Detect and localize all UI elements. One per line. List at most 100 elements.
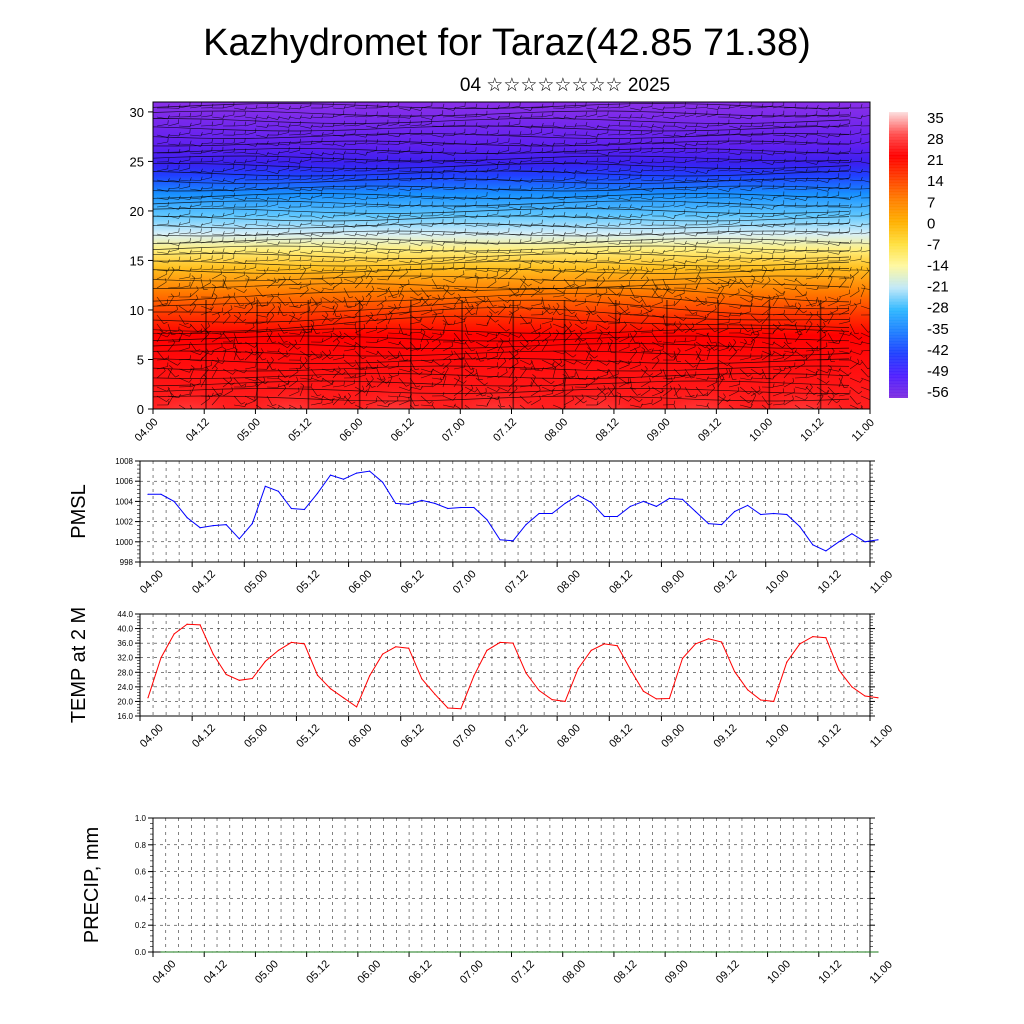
- wind-barb: [255, 273, 266, 280]
- wind-barb: [530, 377, 539, 387]
- wind-barb: [695, 404, 707, 407]
- isotherm: [153, 253, 850, 259]
- wind-barb-flag: [384, 296, 387, 300]
- wind-barb: [266, 315, 275, 325]
- wind-barb: [156, 370, 166, 379]
- wind-barb-flag: [532, 374, 536, 378]
- wind-barb: [288, 161, 300, 164]
- wind-barb: [640, 305, 651, 313]
- wind-barb: [299, 269, 307, 280]
- wind-barb-flag: [739, 124, 742, 129]
- wind-barb: [530, 240, 542, 244]
- wind-barb-flag: [366, 383, 371, 387]
- wind-barb: [563, 350, 574, 358]
- wind-barb: [442, 259, 454, 262]
- wind-barb-flag: [735, 349, 740, 352]
- wind-barb: [244, 116, 256, 119]
- wind-barb: [365, 315, 374, 325]
- wind-barb-flag: [505, 368, 508, 373]
- wind-barb-flag: [703, 393, 707, 396]
- wind-barb: [761, 395, 769, 406]
- wind-barb: [541, 404, 545, 409]
- wind-barb: [574, 186, 586, 190]
- wind-barb: [387, 116, 400, 119]
- wind-barb: [387, 258, 399, 262]
- wind-barb-flag: [310, 320, 315, 323]
- wind-barb: [739, 116, 751, 120]
- wind-barb: [750, 386, 760, 395]
- wind-barb: [321, 402, 333, 406]
- wind-barb: [156, 302, 168, 307]
- wind-barb: [629, 249, 641, 253]
- wind-barb-flag: [529, 306, 533, 311]
- wind-barb: [794, 188, 807, 191]
- series-point: [629, 505, 631, 507]
- wind-barb: [200, 369, 209, 379]
- wind-barb-flag: [430, 335, 434, 339]
- wind-barb-flag: [395, 356, 400, 359]
- wind-barb: [200, 231, 212, 235]
- wind-barb: [288, 391, 300, 397]
- wind-barb: [244, 169, 256, 172]
- wind-barb: [717, 123, 729, 127]
- wind-barb-flag: [860, 266, 863, 271]
- wind-barb-flag: [189, 112, 192, 117]
- wind-barb: [629, 305, 641, 308]
- wind-barb: [310, 242, 322, 246]
- wind-barb: [332, 143, 344, 147]
- wind-barb-flag: [354, 223, 357, 228]
- wind-barb-flag: [739, 158, 742, 163]
- wind-barb-flag: [442, 183, 444, 188]
- wind-barb: [288, 268, 300, 271]
- wind-barb-flag: [809, 383, 813, 388]
- wind-barb: [739, 305, 752, 308]
- wind-barb: [288, 134, 301, 136]
- wind-barb: [750, 241, 762, 244]
- wind-barb-flag: [706, 266, 709, 271]
- wind-barb: [750, 389, 761, 397]
- wind-barb: [156, 386, 168, 392]
- wind-barb-flag: [420, 228, 422, 233]
- wind-barb: [783, 278, 795, 282]
- wind-barb: [706, 215, 719, 218]
- wind-barb: [827, 269, 835, 280]
- wind-barb: [266, 332, 273, 343]
- wind-barb-flag: [211, 138, 213, 143]
- wind-barb: [794, 250, 806, 253]
- wind-barb: [277, 213, 289, 217]
- wind-barb: [772, 224, 784, 227]
- heatmap-y-tick-label: 25: [130, 154, 144, 169]
- wind-barb: [266, 297, 274, 307]
- wind-barb-flag: [363, 345, 368, 349]
- wind-barb: [849, 341, 861, 345]
- wind-barb: [838, 368, 849, 376]
- wind-barb: [827, 222, 839, 226]
- wind-barb: [178, 251, 190, 254]
- wind-barb-flag: [321, 203, 324, 208]
- wind-barb-flag: [442, 147, 444, 152]
- wind-barb-flag: [507, 388, 511, 392]
- wind-barb: [684, 143, 696, 146]
- wind-barb: [827, 115, 839, 118]
- wind-barb-flag: [189, 237, 191, 242]
- wind-barb-flag: [751, 338, 755, 341]
- series-point: [525, 524, 527, 526]
- wind-barb-flag: [189, 249, 192, 254]
- wind-barb: [156, 251, 168, 254]
- wind-barb: [453, 377, 461, 388]
- wind-barb: [629, 177, 641, 181]
- wind-barb: [398, 188, 410, 191]
- wind-barb: [332, 341, 340, 352]
- wind-barb: [354, 205, 366, 208]
- wind-barb: [684, 242, 696, 246]
- wind-barb: [706, 268, 718, 271]
- wind-barb: [684, 125, 697, 127]
- wind-barb-flag: [274, 277, 277, 282]
- series-point: [603, 515, 605, 518]
- wind-barb: [585, 341, 593, 352]
- wind-barb: [288, 249, 300, 253]
- wind-barb-flag: [464, 121, 467, 126]
- heatmap-hot-region: [653, 347, 749, 409]
- wind-barb-flag: [860, 351, 863, 355]
- wind-barb: [750, 323, 755, 335]
